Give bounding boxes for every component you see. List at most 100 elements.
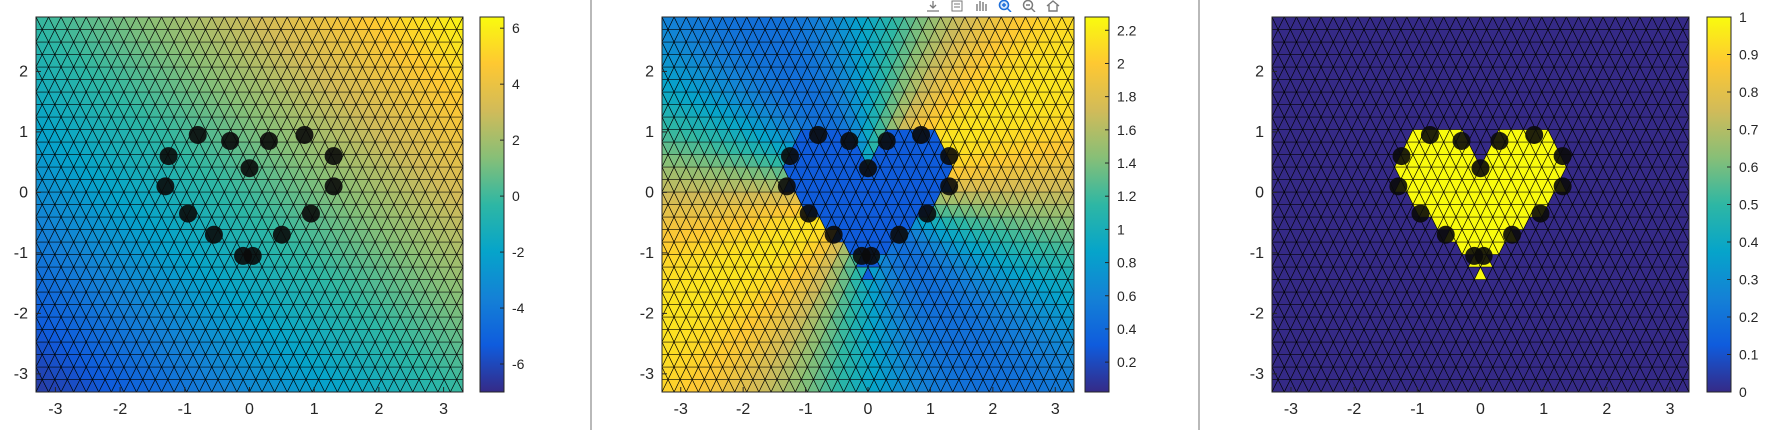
zoom-in-icon[interactable] (996, 0, 1014, 12)
mesh-triangle (1067, 29, 1074, 43)
mesh-triangle (1073, 366, 1074, 368)
mesh-triangle (843, 17, 857, 18)
x-tick-label: -3 (48, 401, 62, 418)
mesh-triangle (1682, 366, 1689, 380)
mesh-triangle (73, 17, 87, 18)
mesh-triangle (387, 17, 401, 18)
figure-panel-2: -3 -2 -1 0 1 2 3 2 1 0 -1 -2 -3 2.2 2 1.8 1.6 1.4 1.2 1 0.8 0… (592, 0, 1198, 430)
mesh-triangle (1067, 279, 1074, 293)
refined-mesh-node (940, 147, 959, 166)
colorbar-tick-label: -6 (512, 356, 525, 372)
refined-mesh-node (890, 225, 909, 244)
mesh-triangle (98, 17, 112, 18)
mesh-triangle (399, 17, 401, 18)
mesh-triangle (161, 17, 162, 18)
refined-mesh-node (840, 131, 859, 150)
mesh-triangle (462, 17, 463, 18)
mesh-triangle (456, 379, 463, 392)
mesh-plot-3[interactable]: -3 -2 -1 0 1 2 3210-1-2-310.90.80.70.60.50.40.… (1200, 0, 1789, 430)
mesh-triangle (662, 17, 663, 18)
colorbar-tick-label: 0.8 (1117, 255, 1137, 271)
mesh-triangle (879, 17, 893, 18)
mesh-triangle (1682, 341, 1689, 355)
mesh-triangle (456, 204, 463, 218)
mesh-triangle (462, 41, 463, 43)
mesh-triangle (710, 17, 724, 18)
refined-mesh-node (824, 225, 843, 244)
mesh-triangle (456, 54, 463, 68)
mesh-triangle (462, 116, 463, 118)
mesh-triangle (722, 17, 736, 18)
mesh-triangle (1073, 291, 1074, 293)
mesh-triangle (1073, 66, 1074, 68)
mesh-triangle (1067, 66, 1074, 80)
mesh-triangle (891, 17, 905, 18)
y-tick-label: 1 (19, 124, 28, 141)
mesh-triangle (1073, 191, 1074, 193)
mesh-triangle (198, 17, 200, 18)
mesh-triangle (456, 354, 463, 368)
mesh-triangle (123, 17, 125, 18)
mesh-triangle (462, 341, 463, 343)
mesh-plot-2[interactable]: -3 -2 -1 0 1 2 3210-1-2-32.221.81.61.41.210.80… (592, 0, 1198, 430)
mesh-triangle (1073, 191, 1074, 193)
refined-mesh-node (809, 125, 828, 144)
mesh-triangle (1067, 254, 1074, 268)
mesh-triangle (148, 17, 150, 18)
home-icon[interactable] (1044, 0, 1062, 12)
refined-mesh-node (301, 204, 320, 223)
x-tick-label: 2 (374, 401, 383, 418)
mesh-triangle (456, 291, 463, 305)
x-tick-label: 1 (310, 401, 319, 418)
colorbar-tick-label: 0 (512, 188, 520, 204)
mesh-triangle (462, 116, 463, 118)
mesh-triangle (807, 17, 808, 18)
refined-mesh-node (912, 125, 931, 144)
mesh-triangle (462, 141, 463, 143)
mesh-triangle (462, 241, 463, 243)
mesh-triangle (891, 17, 893, 18)
mesh-triangle (1067, 116, 1074, 130)
refined-mesh-node (204, 225, 223, 244)
mesh-triangle (36, 91, 37, 93)
mesh-triangle (374, 17, 389, 18)
mesh-triangle (1073, 17, 1074, 18)
mesh-triangle (462, 241, 463, 243)
mesh-triangle (1073, 116, 1074, 118)
pan-hand-icon[interactable] (972, 0, 990, 12)
brush-icon[interactable] (948, 0, 966, 12)
mesh-triangle (412, 17, 414, 18)
triangle-mesh (662, 17, 1074, 392)
x-tick-label: 0 (245, 401, 254, 418)
y-tick-label: 1 (645, 124, 654, 141)
zoom-out-icon[interactable] (1020, 0, 1038, 12)
colorbar (479, 16, 505, 393)
mesh-triangle (1073, 216, 1074, 218)
export-icon[interactable] (924, 0, 942, 12)
mesh-triangle (1067, 54, 1074, 68)
mesh-triangle (462, 17, 463, 18)
mesh-triangle (85, 17, 100, 18)
x-tick-label: 2 (988, 401, 997, 418)
mesh-triangle (456, 341, 463, 355)
x-tick-label: -3 (674, 401, 688, 418)
mesh-triangle (1682, 379, 1689, 392)
colorbar-tick-label: 1 (1117, 221, 1125, 237)
mesh-triangle (794, 17, 808, 18)
mesh-triangle (1695, 380, 1707, 393)
mesh-triangle (1073, 41, 1074, 43)
mesh-triangle (437, 17, 451, 18)
mesh-triangle (456, 304, 463, 318)
mesh-triangle (462, 191, 463, 193)
y-tick-label: 2 (645, 63, 654, 80)
mesh-triangle (734, 17, 736, 18)
mesh-triangle (1067, 341, 1074, 355)
mesh-triangle (1695, 342, 1707, 355)
mesh-triangle (462, 316, 463, 318)
mesh-triangle (722, 17, 723, 18)
y-tick-label: -1 (640, 245, 654, 262)
mesh-triangle (662, 291, 663, 293)
mesh-triangle (1067, 91, 1074, 105)
mesh-triangle (48, 17, 62, 18)
